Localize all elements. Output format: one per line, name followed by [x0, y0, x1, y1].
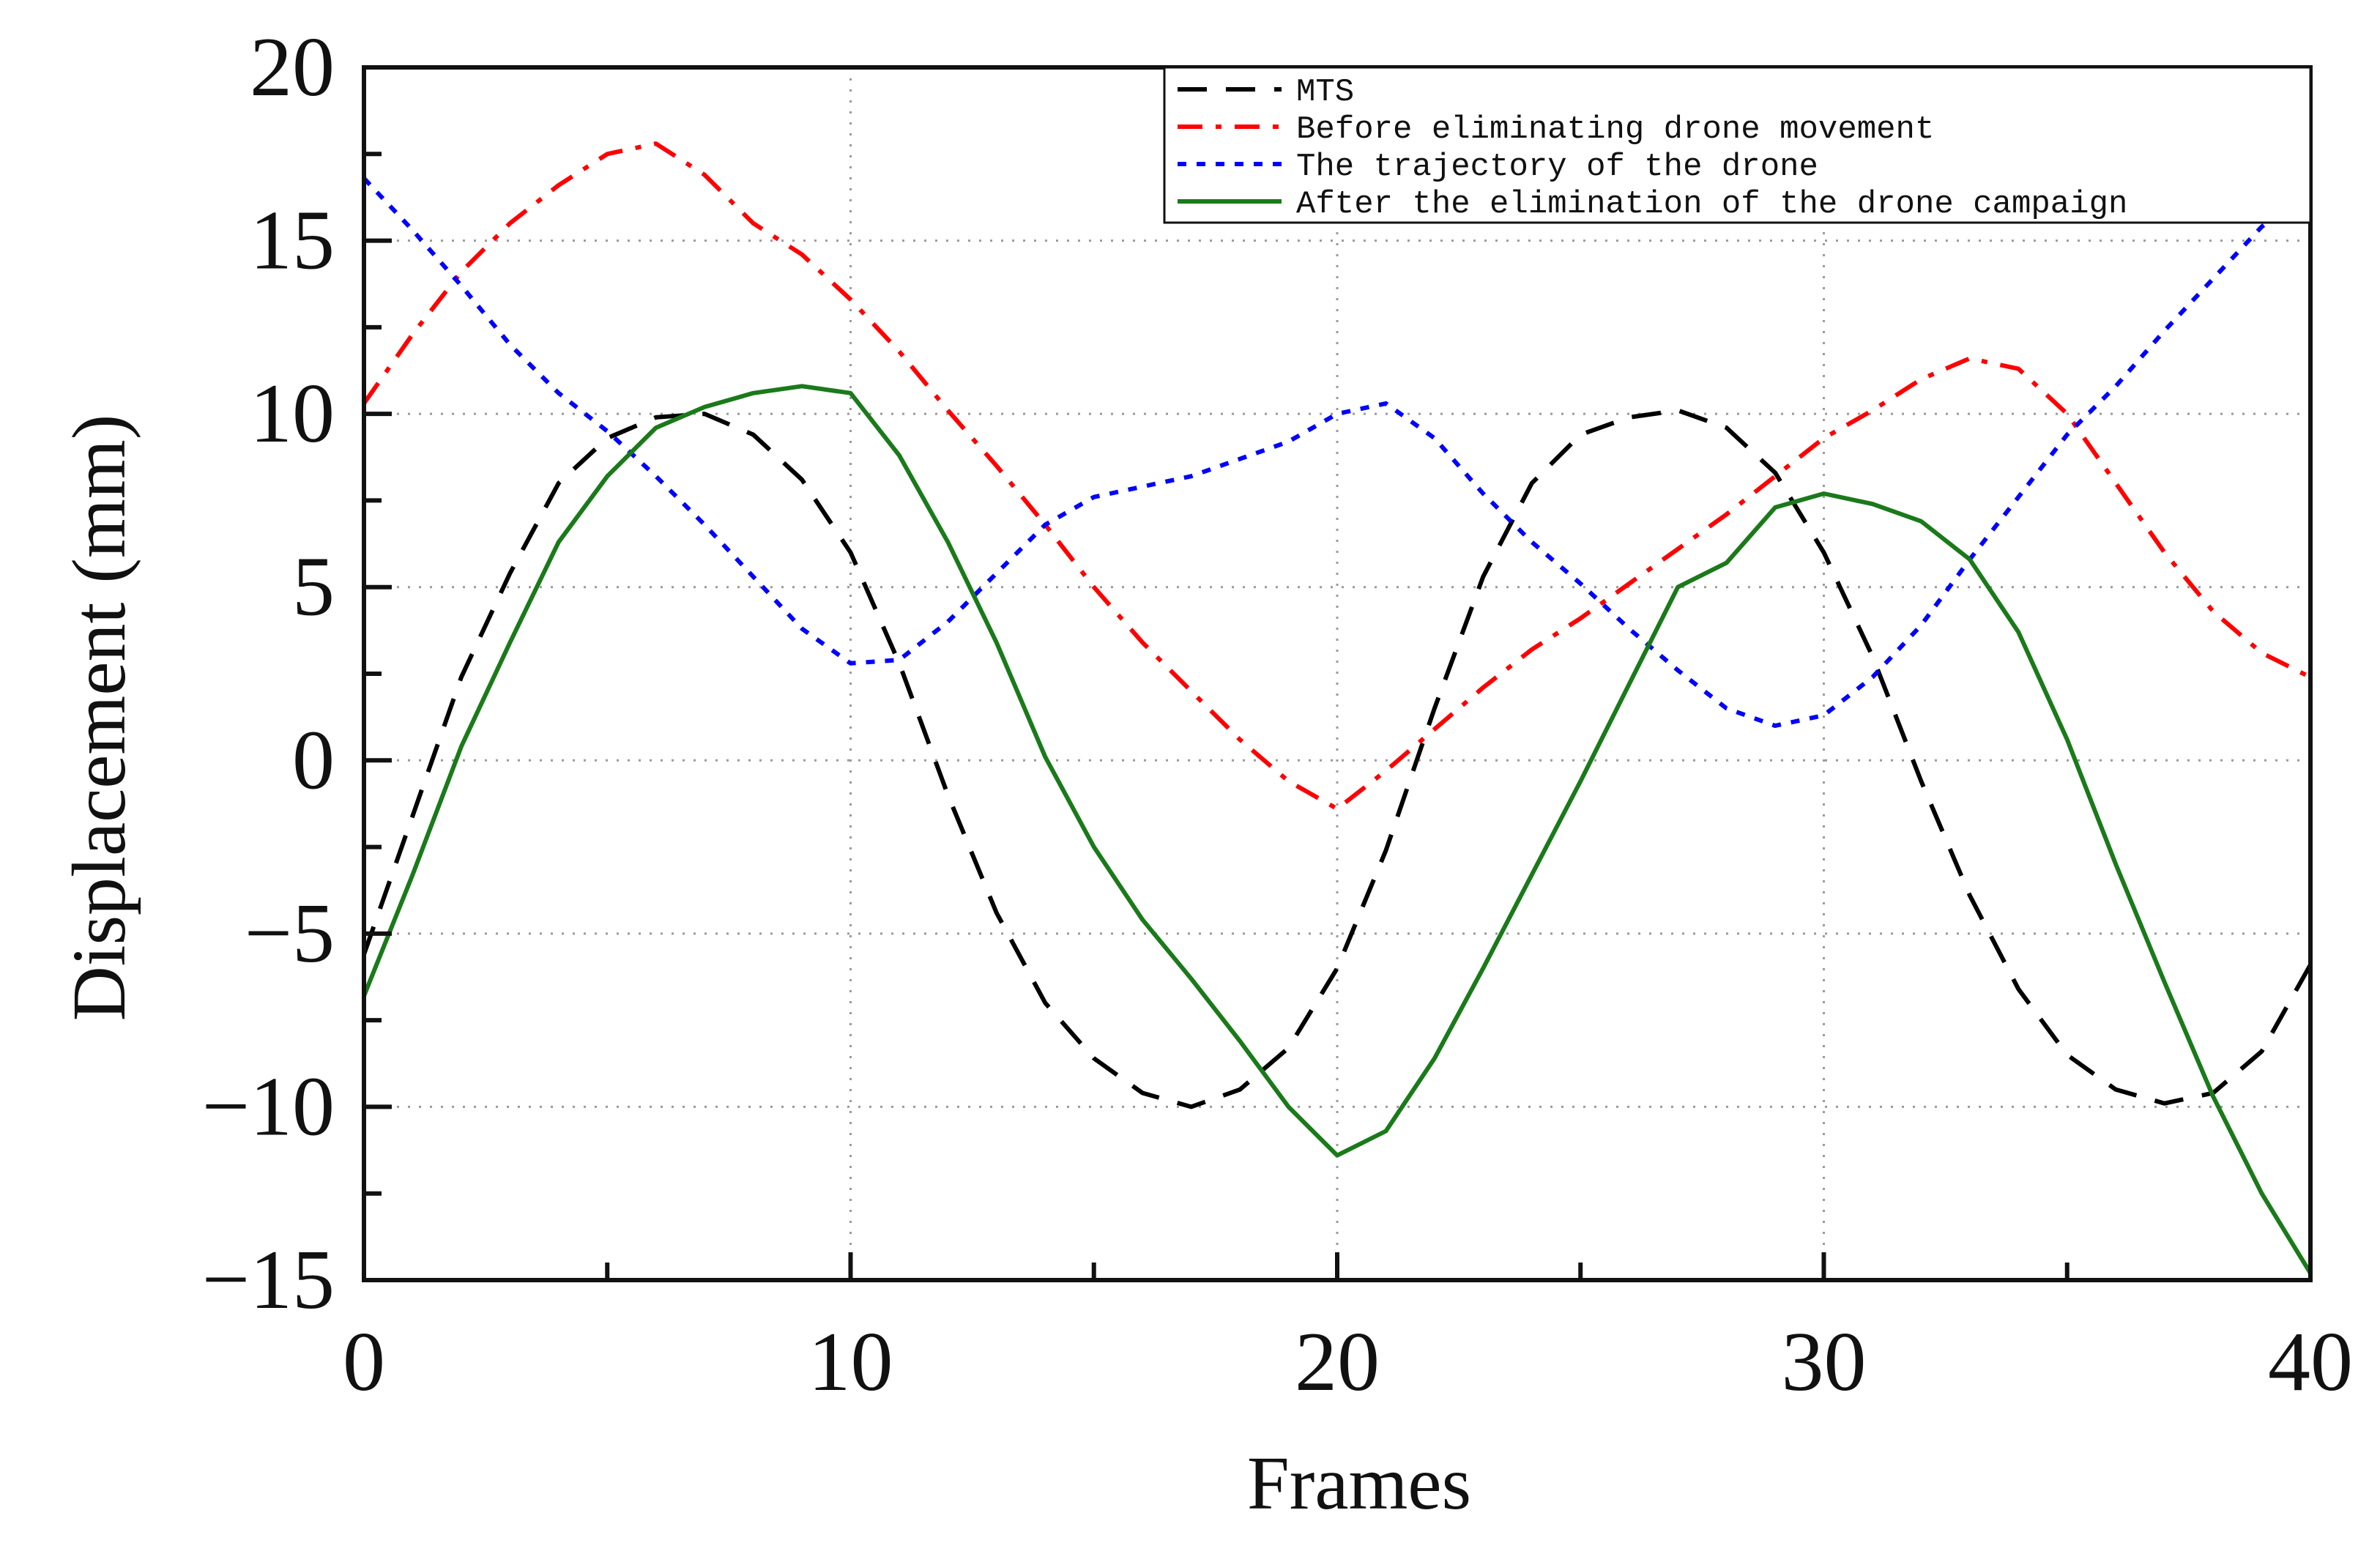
x-tick-label: 10	[808, 1315, 893, 1409]
y-tick-label: −15	[202, 1233, 335, 1327]
x-tick-label: 0	[343, 1315, 385, 1409]
series-line-2	[362, 141, 2312, 811]
legend-label: Before eliminating drone movement	[1296, 111, 1934, 148]
x-tick-label: 20	[1295, 1315, 1380, 1409]
x-tick-label: 30	[1782, 1315, 1867, 1409]
grid-lines	[364, 67, 2310, 1280]
legend-label: After the elimination of the drone campa…	[1296, 186, 2127, 223]
y-tick-label: −10	[202, 1060, 335, 1153]
legend-label: The trajectory of the drone	[1296, 149, 1818, 185]
y-tick-label: 10	[250, 367, 335, 461]
axis-ticks: 0 10 20 30 40 20 15 10 5 0 −5 −10 −15	[202, 21, 2353, 1409]
legend-box	[1163, 66, 2312, 224]
legend-label: MTS	[1296, 74, 1354, 111]
series-line-3	[362, 176, 2312, 728]
y-tick-label: 0	[292, 713, 335, 807]
y-tick-label: 5	[292, 540, 335, 634]
y-axis-title: Displacement (mm)	[57, 414, 141, 1022]
x-axis-title: Frames	[1247, 1441, 1471, 1525]
series-line-4	[362, 384, 2313, 1275]
y-tick-label: 20	[250, 21, 335, 114]
y-tick-label: −5	[245, 887, 335, 981]
x-tick-label: 40	[2268, 1315, 2353, 1409]
y-tick-label: 15	[250, 194, 335, 288]
series-lines	[362, 141, 2313, 1275]
